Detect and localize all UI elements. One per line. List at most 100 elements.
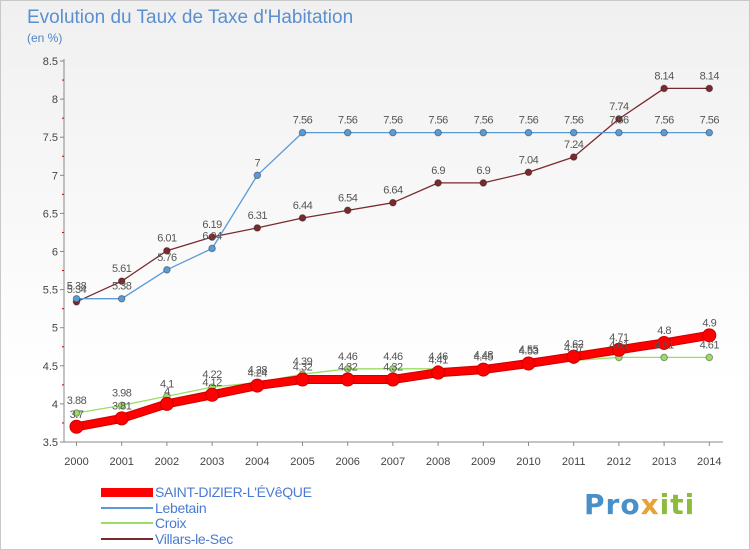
data-point <box>705 84 714 93</box>
data-point <box>615 128 623 137</box>
data-label: 5.38 <box>112 281 132 293</box>
chart-title: Evolution du Taux de Taxe d'Habitation <box>27 7 354 28</box>
data-label: 6.54 <box>338 192 358 204</box>
data-point <box>705 353 714 362</box>
x-tick-label: 2004 <box>245 456 269 468</box>
data-point <box>521 356 536 371</box>
data-point <box>159 396 174 411</box>
data-point <box>163 246 171 255</box>
data-point <box>117 401 126 410</box>
data-label: 4.46 <box>383 351 403 363</box>
proxiti-logo: Proxiti <box>584 488 696 521</box>
data-label: 4.61 <box>654 339 674 351</box>
x-tick-label: 2014 <box>697 456 721 468</box>
legend-swatch <box>101 522 153 524</box>
y-tick-label: 3.5 <box>43 437 58 449</box>
series-line <box>76 131 710 300</box>
data-label: 4.55 <box>519 344 539 356</box>
data-label: 4.41 <box>428 355 448 367</box>
data-point <box>479 128 488 137</box>
data-label: 4.61 <box>700 339 720 351</box>
data-label: 7.56 <box>654 115 674 127</box>
data-point <box>163 265 171 274</box>
data-point <box>569 153 578 161</box>
data-point <box>702 328 717 343</box>
data-point <box>298 214 307 222</box>
data-label: 4.8 <box>657 325 671 337</box>
data-label: 7.74 <box>609 101 629 113</box>
x-tick-label: 2012 <box>607 456 631 468</box>
data-point <box>343 128 352 137</box>
x-tick-label: 2010 <box>516 456 540 468</box>
data-label: 4.57 <box>564 342 584 354</box>
y-tick-label: 5.5 <box>43 285 58 297</box>
data-point <box>385 372 400 387</box>
data-point <box>69 419 84 434</box>
data-point <box>660 128 668 137</box>
data-label: 7.24 <box>564 139 584 151</box>
data-label: 4.39 <box>293 356 313 368</box>
data-point <box>569 128 578 137</box>
legend-label: SAINT-DIZIER-L'ÉVêQUE <box>155 484 312 500</box>
data-point <box>298 128 307 137</box>
data-point <box>205 387 220 402</box>
x-tick-label: 2003 <box>200 456 224 468</box>
data-label: 4.71 <box>609 332 629 344</box>
data-label: 5.76 <box>157 252 177 264</box>
data-point <box>250 378 265 393</box>
data-point <box>389 128 397 137</box>
data-point <box>117 294 126 303</box>
y-tick-label: 6 <box>52 247 58 259</box>
x-tick-label: 2006 <box>335 456 359 468</box>
data-point <box>657 335 672 350</box>
data-point <box>72 409 81 417</box>
data-label: 7.04 <box>519 154 539 166</box>
x-tick-label: 2002 <box>155 456 179 468</box>
x-tick-label: 2005 <box>290 456 314 468</box>
legend-label: Croix <box>155 515 187 531</box>
data-label: 7 <box>254 157 260 169</box>
data-label: 3.81 <box>112 400 132 412</box>
data-label: 3.98 <box>112 387 132 399</box>
data-point <box>343 206 352 215</box>
data-label: 8.14 <box>700 70 720 82</box>
x-tick-label: 2000 <box>64 456 88 468</box>
data-point <box>253 171 262 180</box>
data-label: 4.1 <box>160 378 174 390</box>
data-label: 4.32 <box>293 362 313 374</box>
data-point <box>434 128 442 137</box>
data-label: 6.19 <box>202 219 222 231</box>
x-tick-label: 2001 <box>109 456 133 468</box>
data-label: 4.62 <box>564 339 584 351</box>
data-label: 4.46 <box>428 351 448 363</box>
data-label: 5.61 <box>112 263 132 275</box>
data-label: 4.53 <box>519 346 539 358</box>
data-label: 7.56 <box>564 115 584 127</box>
data-label: 7.56 <box>338 115 358 127</box>
data-point <box>340 372 355 387</box>
data-point <box>611 342 626 357</box>
data-label: 7.56 <box>293 115 313 127</box>
x-tick-label: 2011 <box>562 456 586 468</box>
data-point <box>72 294 81 303</box>
data-label: 4.46 <box>338 351 358 363</box>
y-tick-label: 8 <box>52 94 58 106</box>
data-point <box>566 349 581 364</box>
data-point <box>117 277 126 286</box>
data-point <box>524 128 533 137</box>
data-point <box>343 365 352 373</box>
legend-swatch <box>101 537 153 540</box>
data-label: 6.9 <box>431 165 445 177</box>
data-label: 8.14 <box>654 70 674 82</box>
data-label: 4.24 <box>248 368 268 380</box>
data-label: 4.45 <box>474 352 494 364</box>
data-point <box>479 179 488 187</box>
data-label: 7.56 <box>383 115 403 127</box>
data-label: 7.56 <box>700 115 720 127</box>
y-tick-label: 4.5 <box>43 361 58 373</box>
data-point <box>434 179 442 187</box>
data-labels: 5.34 5.61 6.01 6.19 6.31 6.44 6.54 6.64 6.9 6.9 7.… <box>67 70 720 420</box>
y-tick-label: 6.5 <box>43 208 58 220</box>
